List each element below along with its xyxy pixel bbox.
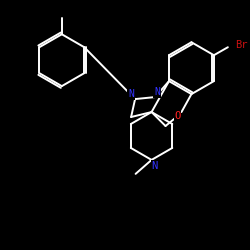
Text: O: O	[174, 111, 180, 121]
Text: Br: Br	[235, 40, 247, 50]
Text: N: N	[128, 89, 134, 99]
Text: N: N	[152, 161, 158, 171]
Text: N: N	[154, 87, 160, 97]
